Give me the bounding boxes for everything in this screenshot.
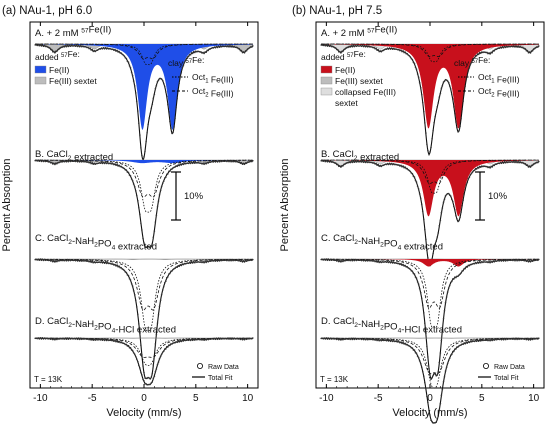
panel-label: D. CaCl2-NaH2PO4-HCl extracted [321,316,462,336]
legend-oct1-label: Oct1 Fe(III) [192,72,234,85]
raw-data-points [34,258,254,380]
legend-clay-title: clay 57Fe: [168,55,204,68]
raw-data-points [320,159,540,267]
legend-added-title: added 57Fe: [35,49,80,62]
spectrum-panel-b: B. CaCl2 extracted [34,149,254,249]
x-axis-label: Velocity (mm/s) [392,407,467,419]
fe2-doublet-fill [321,259,539,267]
oct2-component-line [321,258,539,309]
legend-clay-title: clay 57Fe: [454,55,490,68]
legend-oct1-label: Oct1 Fe(III) [478,72,520,85]
legend-fit-label: Total Fit [494,375,519,382]
spectrum-panel-a: A. + 2 mM 57Fe(II) [34,24,254,161]
legend-swatch [320,87,333,96]
legend-oct2-label: Oct2 Fe(III) [478,86,520,99]
fe2-doublet-fill [35,160,253,164]
oct2-component-line [321,159,539,185]
fe2-doublet-fill [321,160,539,217]
raw-data-points [320,44,540,156]
chart-b: (b) NAu-1, pH 7.5 Percent Absorption A. + … [279,5,545,424]
x-tick-label: -5 [374,393,383,404]
fe2-doublet-fill [321,44,539,129]
chart-title: (b) NAu-1, pH 7.5 [292,5,382,17]
y-axis-label: Percent Absorption [1,159,13,252]
x-tick-label: 5 [193,393,199,404]
panel-label: B. CaCl2 extracted [35,149,113,163]
panel-label: C. CaCl2-NaH2PO4 extracted [35,233,157,253]
legend-item-label: sextet [335,98,358,108]
panel-label: A. + 2 mM 57Fe(II) [35,24,111,39]
temperature-label: T = 13K [34,375,63,384]
oct1-component-line [35,337,253,366]
x-tick-label: -10 [33,393,48,404]
x-tick-label: 10 [242,393,254,404]
spectrum-panel-c: C. CaCl2-NaH2PO4 extracted [320,233,540,380]
legend-oct2-label: Oct2 Fe(III) [192,86,234,99]
legend-added-title: added 57Fe: [321,49,366,62]
oct2-component-line [35,337,253,358]
spectrum-panel-c: C. CaCl2-NaH2PO4 extracted [34,233,254,380]
chart-title: (a) NAu-1, pH 6.0 [2,5,92,17]
x-tick-label: -10 [319,393,334,404]
x-tick-label: -5 [88,393,97,404]
legend-raw-marker [482,362,489,369]
oct2-component-line [35,258,253,311]
chart-a: (a) NAu-1, pH 6.0 Percent Absorption A. + … [1,5,259,419]
spectrum-panel-d: D. CaCl2-NaH2PO4-HCl extracted [320,316,540,424]
legend-raw-marker [196,362,203,369]
legend-fit-label: Total Fit [208,375,233,382]
legend-raw-label: Raw Data [494,364,525,371]
raw-data-points [34,337,254,386]
spectrum-panel-d: D. CaCl2-NaH2PO4-HCl extracted [34,316,254,386]
y-axis-label: Percent Absorption [279,159,291,252]
legend-swatch [34,76,47,85]
legend-swatch [320,76,333,85]
oct1-component-line [35,159,253,213]
legend-raw-label: Raw Data [208,364,239,371]
spectrum-panel-b: B. CaCl2 extracted [320,149,540,267]
raw-data-points [320,258,540,380]
x-tick-label: 10 [528,393,540,404]
scale-bar-label: 10% [184,191,204,202]
oct2-component-line [35,43,253,60]
fe2-doublet-fill [35,44,253,130]
legend-item-label: Fe(II) [49,65,69,75]
panel-label: D. CaCl2-NaH2PO4-HCl extracted [35,316,176,336]
legend-item-label: Fe(III) sextet [49,76,97,86]
spectrum-panel-a: A. + 2 mM 57Fe(II) [320,24,540,156]
x-tick-label: 5 [479,393,485,404]
legend-item-label: Fe(III) sextet [335,76,383,86]
temperature-label: T = 13K [320,375,349,384]
raw-data-points [34,43,254,161]
panel-label: C. CaCl2-NaH2PO4 extracted [321,233,443,253]
legend-item-label: Fe(II) [335,65,355,75]
x-tick-label: 0 [141,393,147,404]
oct2-component-line [321,43,539,58]
x-tick-label: 0 [427,393,433,404]
panel-label: B. CaCl2 extracted [321,149,399,163]
legend-swatch [320,65,333,74]
raw-data-points [320,337,540,424]
raw-data-points [34,159,254,249]
oct2-component-line [35,159,253,198]
legend-swatch [34,65,47,74]
scale-bar-label: 10% [488,191,508,202]
legend-item-label: collapsed Fe(III) [335,87,396,97]
x-axis-label: Velocity (mm/s) [106,407,181,419]
panel-label: A. + 2 mM 57Fe(II) [321,24,397,39]
